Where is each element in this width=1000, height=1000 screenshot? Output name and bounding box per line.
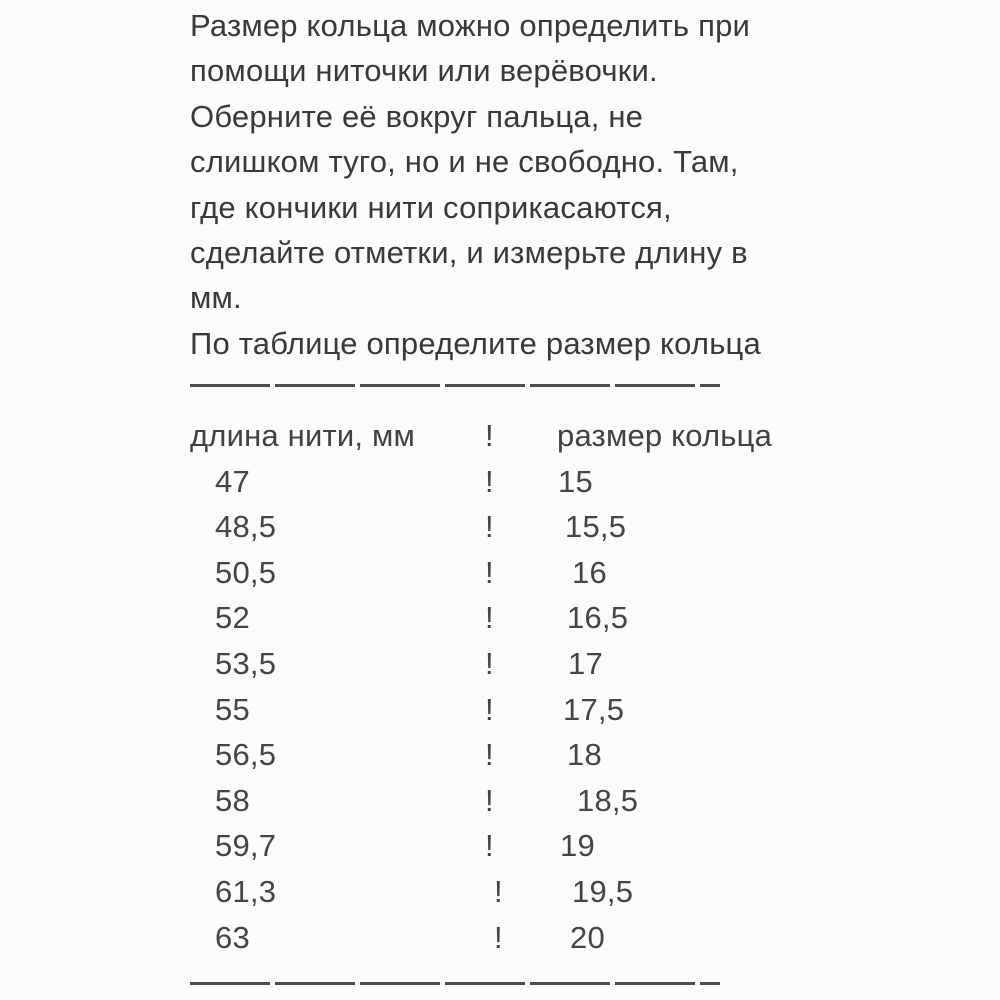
table-row: 58 ! 18,5	[190, 778, 960, 824]
separator-mark: !	[494, 919, 503, 955]
separator-mark: !	[485, 646, 494, 682]
table-row: 55 ! 17,5	[190, 687, 960, 733]
length-value: 59,7	[215, 828, 277, 864]
header-length-label: длина нити, мм	[190, 418, 416, 454]
length-value: 50,5	[215, 554, 277, 590]
separator-mark: !	[485, 418, 494, 454]
table-row: 61,3 ! 19,5	[190, 869, 960, 915]
size-value: 18	[567, 737, 602, 773]
separator-mark: !	[485, 463, 494, 499]
paragraph-line: сделайте отметки, и измерьте длину в	[190, 235, 748, 271]
length-value: 53,5	[215, 646, 277, 682]
paragraph-line: мм.	[190, 280, 242, 316]
size-value: 15,5	[565, 509, 627, 545]
length-value: 61,3	[215, 873, 277, 909]
separator-mark: !	[485, 554, 494, 590]
length-value: 63	[215, 919, 250, 955]
paragraph-line: слишком туго, но и не свободно. Там,	[190, 144, 739, 180]
paragraph-line: Размер кольца можно определить при	[190, 8, 751, 43]
size-value: 16,5	[567, 600, 629, 636]
table-row: 52 ! 16,5	[190, 596, 960, 642]
paragraph-line: По таблице определите размер кольца	[190, 325, 761, 361]
length-value: 52	[215, 600, 250, 636]
intro-paragraph: Размер кольца можно определить при помощ…	[190, 3, 960, 366]
table-row: 56,5 ! 18	[190, 732, 960, 778]
paragraph-line: помощи ниточки или верёвочки.	[190, 53, 658, 89]
separator-mark: !	[494, 873, 503, 909]
size-value: 19	[560, 828, 595, 864]
size-value: 17,5	[563, 691, 625, 727]
divider-top	[190, 384, 720, 388]
table-row: 63 ! 20	[190, 915, 960, 961]
length-value: 47	[215, 463, 250, 499]
separator-mark: !	[485, 828, 494, 864]
size-value: 15	[558, 463, 593, 499]
size-value: 20	[570, 919, 605, 955]
ring-size-table: длина нити, мм ! размер кольца 47 ! 15 4…	[190, 413, 960, 960]
separator-mark: !	[485, 691, 494, 727]
header-size-label: размер кольца	[557, 418, 773, 454]
paragraph-line: Оберните её вокруг пальца, не	[190, 98, 644, 134]
size-value: 17	[568, 646, 603, 682]
separator-mark: !	[485, 782, 494, 818]
divider-bottom	[190, 982, 720, 986]
size-value: 16	[572, 554, 607, 590]
table-row: 53,5 ! 17	[190, 641, 960, 687]
table-row: 47 ! 15	[190, 459, 960, 505]
length-value: 55	[215, 691, 250, 727]
separator-mark: !	[485, 600, 494, 636]
size-value: 19,5	[572, 873, 634, 909]
table-header-row: длина нити, мм ! размер кольца	[190, 413, 960, 459]
table-row: 48,5 ! 15,5	[190, 504, 960, 550]
separator-mark: !	[485, 509, 494, 545]
separator-mark: !	[485, 737, 494, 773]
length-value: 56,5	[215, 737, 277, 773]
table-row: 50,5 ! 16	[190, 550, 960, 596]
length-value: 58	[215, 782, 250, 818]
table-row: 59,7 ! 19	[190, 824, 960, 870]
paragraph-line: где кончики нити соприкасаются,	[190, 189, 672, 225]
length-value: 48,5	[215, 509, 277, 545]
size-value: 18,5	[577, 782, 639, 818]
